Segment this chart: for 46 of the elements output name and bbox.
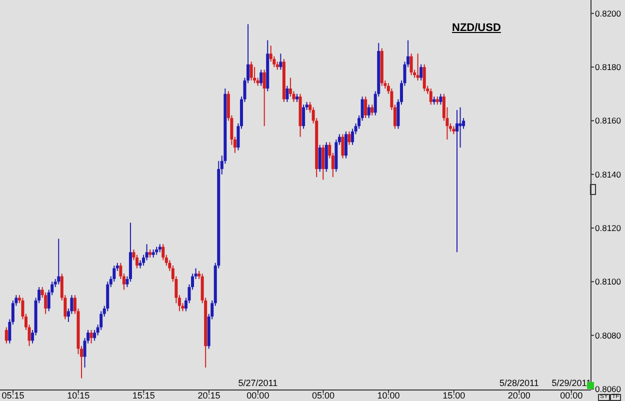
candlestick <box>260 69 263 86</box>
x-tick-label: 00:00 <box>560 390 583 400</box>
x-tick-label: 10:15 <box>67 390 90 400</box>
y-tick-label: 0.8060 <box>595 384 622 394</box>
x-tick-label: 05:00 <box>312 390 335 400</box>
candlestick <box>410 53 413 76</box>
candlestick <box>279 53 282 70</box>
y-tick-label: 0.8080 <box>595 330 622 340</box>
x2-tick-label: 5/28/2011 <box>499 378 539 388</box>
text: NZD/USD <box>452 22 501 34</box>
candlestick <box>455 109 458 253</box>
y-tick-label: 0.8100 <box>595 276 622 287</box>
y-tick-label: 0.8160 <box>595 116 622 126</box>
candlestick <box>250 61 253 81</box>
candlestick <box>348 130 351 146</box>
candlestick <box>286 85 289 102</box>
candlestick <box>370 104 374 116</box>
candlestick <box>344 130 348 159</box>
y-tick-label: 0.8140 <box>595 169 622 180</box>
x-tick-label: 15:15 <box>132 390 155 400</box>
x-tick-label: 10:00 <box>377 390 400 400</box>
y-tick-label: 0.8180 <box>595 62 622 72</box>
x-tick-label: 20:15 <box>198 390 220 400</box>
x-tick-label: 15:00 <box>442 390 466 400</box>
x-tick-label: 00:00 <box>246 390 270 400</box>
candlestick <box>439 93 442 106</box>
candlestick <box>422 64 426 92</box>
candlestick <box>429 88 432 106</box>
x-tick-label: 20:00 <box>508 390 530 400</box>
x-tick-label: 05:15 <box>2 390 24 400</box>
candlestick <box>416 53 420 81</box>
candlestick <box>4 326 8 344</box>
y-tick-label: 0.8200 <box>595 8 622 18</box>
candlestick <box>318 144 322 172</box>
candlestick <box>367 104 370 119</box>
candlestick <box>322 144 325 180</box>
candlestick <box>341 134 344 159</box>
x2-tick-label: 5/27/2011 <box>238 378 278 388</box>
candlestick <box>57 238 60 285</box>
y-tick-label: 0.8120 <box>595 223 622 234</box>
candlestick <box>364 96 368 119</box>
candlestick <box>458 106 462 148</box>
candlestick <box>90 329 93 344</box>
candlestick <box>302 104 306 130</box>
candlestick <box>262 69 266 127</box>
candlestick <box>420 64 423 81</box>
